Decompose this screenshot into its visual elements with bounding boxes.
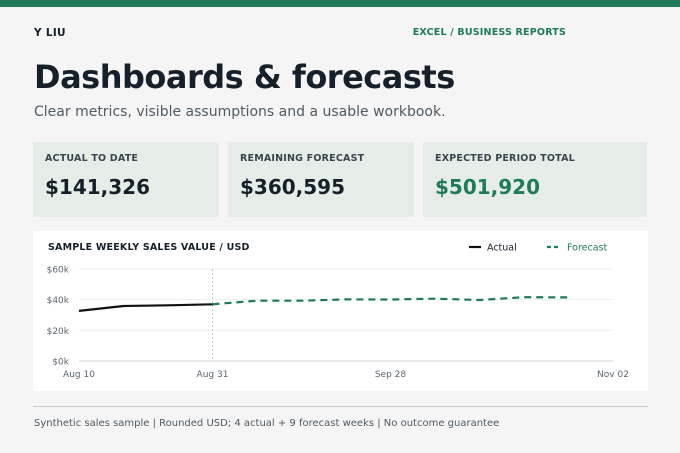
legend-label-actual: Actual <box>487 243 517 254</box>
sales-chart-card: SAMPLE WEEKLY SALES VALUE / USD $0k $20k $4… <box>33 231 648 391</box>
y-tick-label: $60k <box>47 266 70 276</box>
metric-label: ACTUAL TO DATE <box>45 153 139 164</box>
metric-label: REMAINING FORECAST <box>240 153 365 164</box>
metric-value: $501,920 <box>435 175 541 199</box>
author-name: Y LIU <box>34 27 66 39</box>
top-accent-bar <box>0 0 680 7</box>
x-tick-label: Aug 31 <box>197 370 229 380</box>
footer-divider <box>33 406 648 407</box>
metric-value: $141,326 <box>45 175 151 199</box>
x-tick-label: Aug 10 <box>63 370 95 380</box>
metric-card-total: EXPECTED PERIOD TOTAL $501,920 <box>423 142 647 217</box>
metric-value: $360,595 <box>240 175 346 199</box>
sales-line-chart: SAMPLE WEEKLY SALES VALUE / USD $0k $20k $4… <box>47 242 629 380</box>
y-tick-label: $40k <box>47 296 70 306</box>
series-line-actual <box>78 303 213 312</box>
y-tick-label: $20k <box>47 327 70 337</box>
footnote: Synthetic sales sample | Rounded USD; 4 … <box>34 418 500 429</box>
category-label: EXCEL / BUSINESS REPORTS <box>412 27 566 38</box>
series-line-forecast <box>212 296 569 306</box>
page-title: Dashboards & forecasts <box>34 58 455 96</box>
metric-label: EXPECTED PERIOD TOTAL <box>435 153 575 164</box>
x-tick-label: Nov 02 <box>597 370 629 380</box>
legend-label-forecast: Forecast <box>567 243 607 254</box>
metric-card-remaining: REMAINING FORECAST $360,595 <box>228 142 414 217</box>
metric-card-actual: ACTUAL TO DATE $141,326 <box>33 142 219 217</box>
y-tick-label: $0k <box>52 358 69 368</box>
x-tick-label: Sep 28 <box>375 370 407 380</box>
chart-title: SAMPLE WEEKLY SALES VALUE / USD <box>48 242 250 253</box>
page-subtitle: Clear metrics, visible assumptions and a… <box>34 104 446 120</box>
